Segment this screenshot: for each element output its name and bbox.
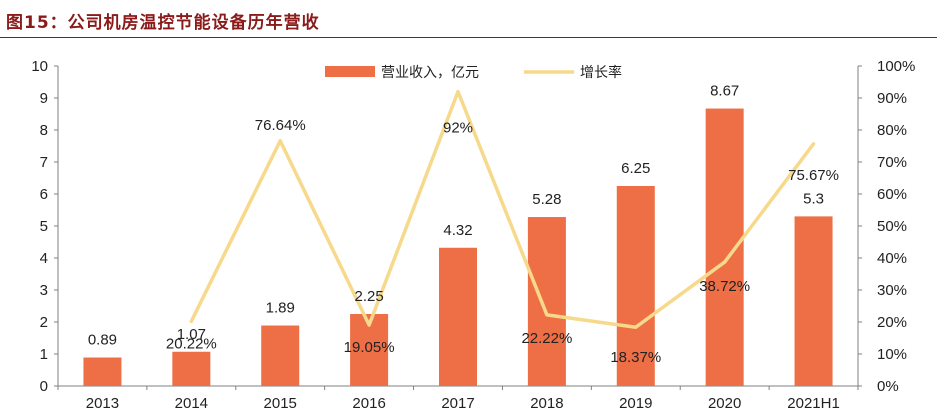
y-left-tick-label: 3 bbox=[40, 282, 48, 299]
y-left-tick-label: 1 bbox=[40, 346, 48, 363]
y-left-tick-label: 8 bbox=[40, 122, 48, 139]
x-tick-label: 2013 bbox=[86, 395, 119, 412]
growth-data-label: 92% bbox=[443, 120, 473, 137]
legend-label-growth: 增长率 bbox=[580, 64, 622, 81]
revenue-data-label: 5.28 bbox=[532, 191, 561, 208]
y-right-tick-label: 60% bbox=[877, 186, 907, 203]
growth-data-label: 22.22% bbox=[521, 330, 572, 347]
growth-data-label: 19.05% bbox=[344, 339, 395, 356]
growth-data-label: 76.64% bbox=[255, 117, 306, 134]
x-tick-label: 2019 bbox=[619, 395, 652, 412]
y-left-tick-label: 6 bbox=[40, 186, 48, 203]
revenue-data-label: 8.67 bbox=[710, 83, 739, 100]
x-tick-label: 2018 bbox=[530, 395, 563, 412]
revenue-data-label: 2.25 bbox=[355, 288, 384, 305]
revenue-data-label: 5.3 bbox=[803, 190, 824, 207]
growth-rate-line bbox=[189, 89, 816, 329]
x-tick-label: 2015 bbox=[264, 395, 297, 412]
x-tick-label: 2017 bbox=[441, 395, 474, 412]
x-tick-label: 2016 bbox=[352, 395, 385, 412]
y-left-tick-label: 4 bbox=[40, 250, 48, 267]
y-right-tick-label: 50% bbox=[877, 218, 907, 235]
x-tick-label: 2021H1 bbox=[787, 395, 840, 412]
revenue-bar bbox=[83, 357, 122, 386]
revenue-data-label: 1.07 bbox=[177, 326, 206, 343]
revenue-bar bbox=[616, 186, 655, 386]
revenue-bar bbox=[439, 247, 477, 386]
y-right-tick-label: 90% bbox=[877, 90, 907, 107]
revenue-data-label: 6.25 bbox=[621, 160, 650, 177]
y-right-tick-label: 80% bbox=[877, 122, 907, 139]
y-left-tick-label: 10 bbox=[31, 58, 48, 75]
y-left-tick-label: 5 bbox=[40, 218, 48, 235]
y-left-tick-label: 0 bbox=[40, 378, 48, 395]
revenue-data-label: 1.89 bbox=[266, 300, 295, 317]
revenue-bar bbox=[527, 217, 566, 386]
legend-swatch-revenue bbox=[325, 66, 375, 77]
y-left-tick-label: 2 bbox=[40, 314, 48, 331]
revenue-data-label: 4.32 bbox=[443, 222, 472, 239]
y-left-tick-label: 7 bbox=[40, 154, 48, 171]
y-right-tick-label: 20% bbox=[877, 314, 907, 331]
page-title: 图15：公司机房温控节能设备历年营收 bbox=[6, 13, 320, 33]
y-right-tick-label: 70% bbox=[877, 154, 907, 171]
revenue-bar bbox=[261, 325, 300, 386]
growth-data-label: 20.22% bbox=[166, 335, 217, 352]
revenue-bar bbox=[172, 351, 211, 386]
growth-data-label: 18.37% bbox=[610, 349, 661, 366]
growth-data-label: 38.72% bbox=[699, 278, 750, 295]
title-divider bbox=[0, 37, 937, 38]
y-left-tick-label: 9 bbox=[40, 90, 48, 107]
revenue-data-label: 0.89 bbox=[88, 332, 117, 349]
legend-label-revenue: 营业收入，亿元 bbox=[381, 65, 479, 81]
y-right-tick-label: 100% bbox=[877, 58, 915, 75]
y-right-tick-label: 10% bbox=[877, 346, 907, 363]
y-right-tick-label: 0% bbox=[877, 378, 899, 395]
revenue-bar bbox=[794, 216, 833, 386]
x-tick-label: 2014 bbox=[175, 395, 208, 412]
x-tick-label: 2020 bbox=[708, 395, 741, 412]
y-right-tick-label: 40% bbox=[877, 250, 907, 267]
growth-data-label: 75.67% bbox=[788, 167, 839, 184]
y-right-tick-label: 30% bbox=[877, 282, 907, 299]
